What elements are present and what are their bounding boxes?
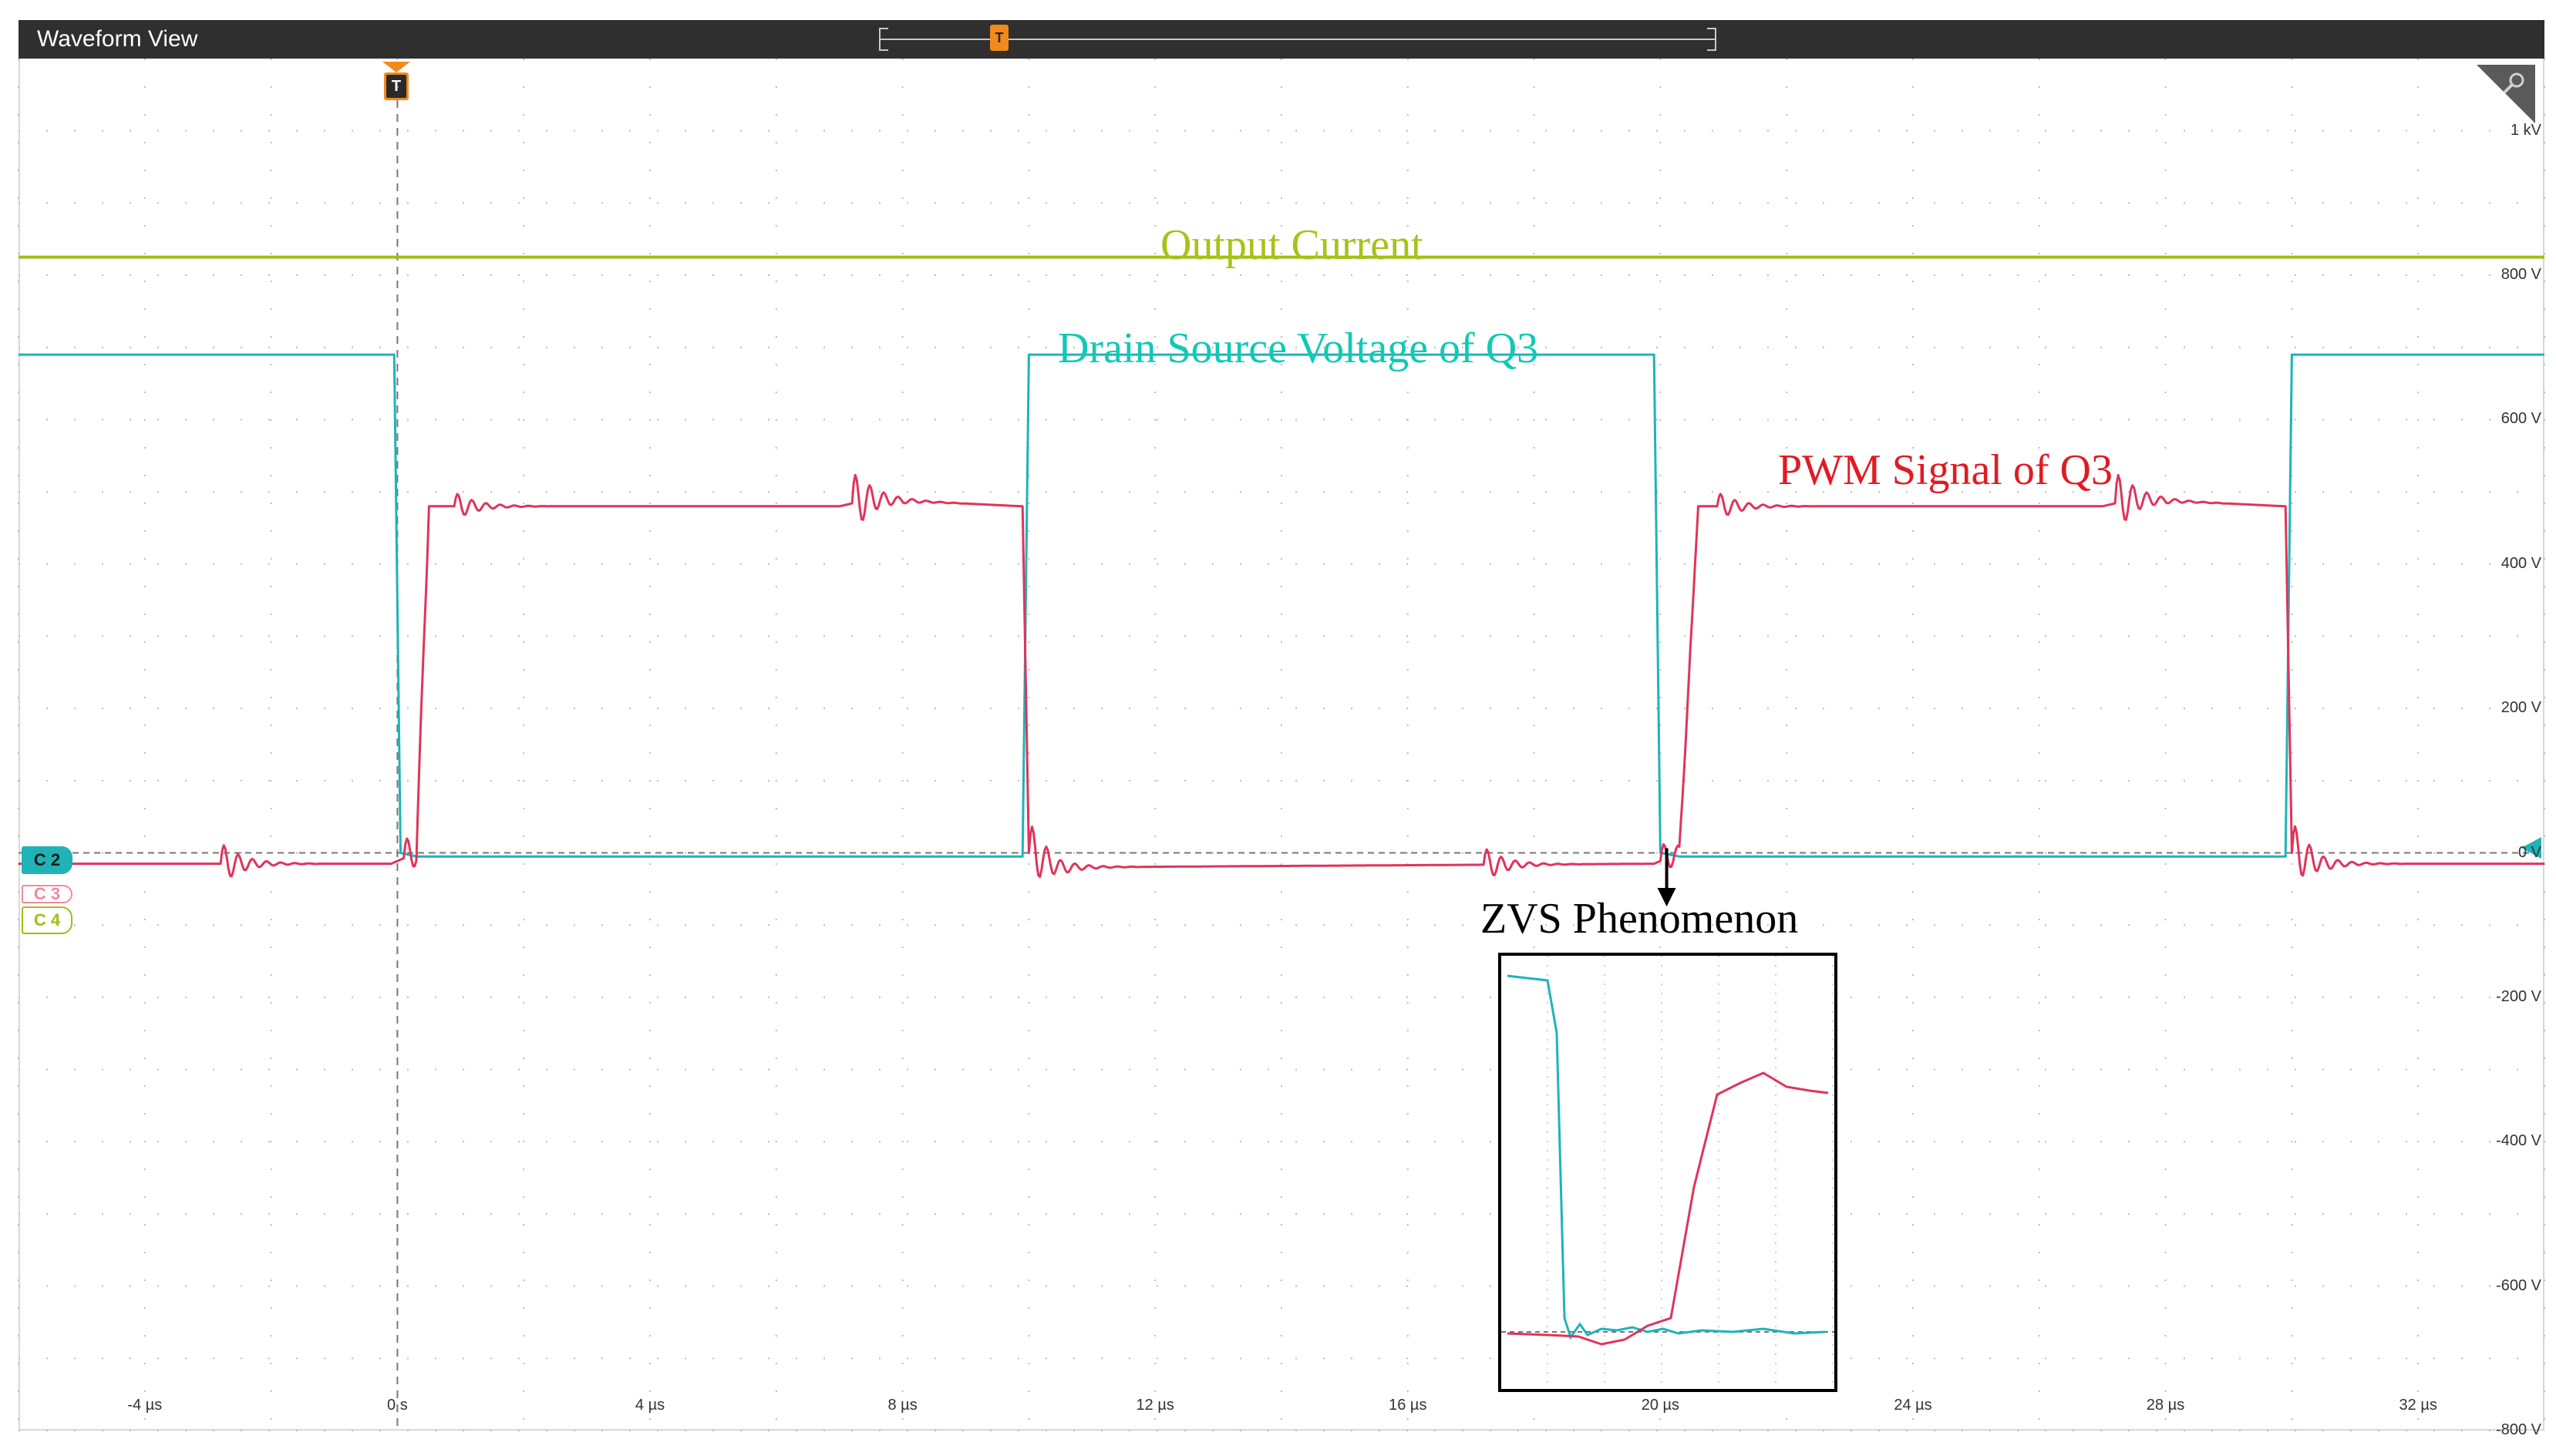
- zvs-zoom-plot: [1501, 956, 1834, 1389]
- y-tick-label: 400 V: [2500, 554, 2541, 572]
- channel-offset-marker-icon: [2521, 837, 2541, 859]
- x-tick-label: 4 µs: [635, 1397, 665, 1414]
- channel-3-tag[interactable]: C 3: [22, 885, 72, 903]
- y-tick-label: 1 kV: [2510, 121, 2541, 139]
- inset-pwm-trace: [1507, 1071, 1829, 1346]
- y-tick-label: -400 V: [2496, 1132, 2541, 1150]
- zvs-arrow-head-icon: [1657, 888, 1676, 906]
- trigger-marker[interactable]: T: [382, 62, 410, 102]
- channel-4-tag[interactable]: C 4: [22, 906, 72, 934]
- x-tick-label: 8 µs: [887, 1397, 918, 1414]
- x-tick-label: 16 µs: [1389, 1397, 1427, 1414]
- drain_source-trace: [19, 353, 2544, 858]
- window-title: Waveform View: [37, 26, 198, 52]
- drain-source-label: Drain Source Voltage of Q3: [1058, 324, 1539, 372]
- zoom-tool-icon[interactable]: [2477, 65, 2535, 123]
- y-tick-label: -600 V: [2496, 1276, 2541, 1294]
- channel-2-tag[interactable]: C 2: [22, 846, 72, 874]
- y-tick-label: -200 V: [2496, 987, 2541, 1005]
- y-tick-label: -800 V: [2496, 1421, 2541, 1438]
- horizontal-position-bar[interactable]: T: [879, 25, 1716, 52]
- position-bracket-left: [879, 28, 888, 51]
- trigger-position-handle[interactable]: T: [990, 25, 1009, 51]
- x-tick-label: 32 µs: [2399, 1397, 2437, 1414]
- x-tick-label: 28 µs: [2146, 1397, 2185, 1414]
- x-tick-label: -4 µs: [127, 1397, 163, 1414]
- x-tick-label: 12 µs: [1136, 1397, 1174, 1414]
- zvs-label: ZVS Phenomenon: [1480, 895, 1799, 943]
- position-bracket-right: [1707, 28, 1716, 51]
- y-tick-label: 200 V: [2500, 699, 2541, 717]
- x-tick-label: 20 µs: [1641, 1397, 1680, 1414]
- trigger-badge: T: [384, 72, 409, 100]
- position-track: [879, 39, 1716, 40]
- x-tick-label: 24 µs: [1894, 1397, 1932, 1414]
- trigger-arrow-icon: [382, 62, 410, 72]
- zvs-zoom-inset: [1498, 953, 1837, 1392]
- x-tick-label: 0 s: [387, 1397, 408, 1414]
- pwm-label: PWM Signal of Q3: [1778, 446, 2113, 494]
- pwm-trace: [19, 473, 2544, 879]
- y-tick-label: 600 V: [2500, 410, 2541, 428]
- inset-drain-source-trace: [1507, 974, 1826, 1340]
- title-bar[interactable]: Waveform View T: [19, 20, 2544, 59]
- output-current-label: Output Current: [1160, 221, 1423, 269]
- y-tick-label: 0 V: [2517, 843, 2541, 861]
- y-tick-label: 800 V: [2500, 266, 2541, 284]
- trigger-badge-label: T: [386, 75, 406, 98]
